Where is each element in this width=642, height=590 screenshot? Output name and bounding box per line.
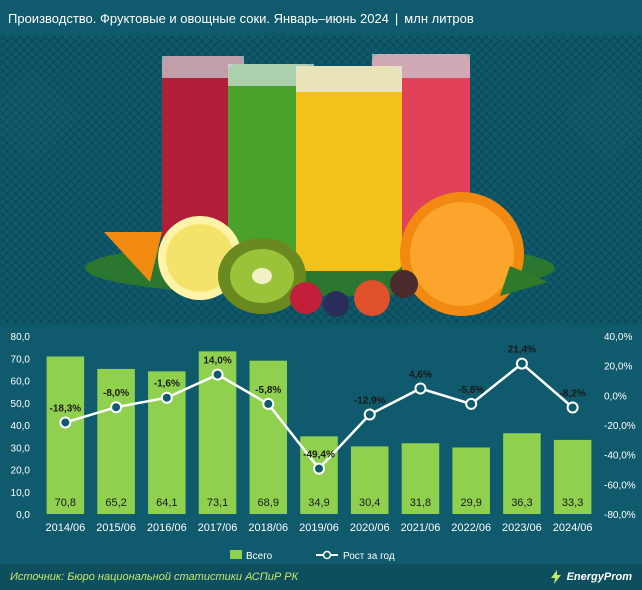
x-tick-label: 2016/06 xyxy=(147,522,187,534)
brand-logo: EnergyProm xyxy=(549,570,632,584)
title-separator: | xyxy=(394,10,399,26)
bar-value-label: 33,3 xyxy=(562,497,583,509)
growth-point xyxy=(262,397,275,410)
bar xyxy=(503,433,541,514)
bar xyxy=(97,368,135,514)
growth-value-label: -5,8% xyxy=(255,385,281,396)
left-tick-label: 30,0 xyxy=(11,443,31,454)
right-tick-label: -20,0% xyxy=(604,421,636,432)
left-tick-label: 80,0 xyxy=(11,332,31,343)
x-axis: 2014/06 2015/06 2016/06 2017/06 2018/06 2019/… xyxy=(45,522,592,534)
chart-title-bar: Производство. Фруктовые и овощные соки. … xyxy=(0,0,642,36)
right-tick-label: -60,0% xyxy=(604,480,636,491)
growth-value-label: -49,4% xyxy=(303,450,335,461)
growth-point xyxy=(515,357,528,370)
bar xyxy=(553,439,592,514)
growth-point xyxy=(363,408,376,421)
x-tick-label: 2022/06 xyxy=(451,522,491,534)
bar-value-label: 65,2 xyxy=(105,497,126,509)
chart-area: 0,0 10,0 20,0 30,0 40,0 50,0 60,0 70,0 80,0 -80,… xyxy=(0,324,642,564)
bar-value-label: 30,4 xyxy=(359,497,380,509)
growth-point xyxy=(313,462,325,475)
bar-value-label: 36,3 xyxy=(511,497,532,509)
juice-glasses-image xyxy=(85,54,555,317)
growth-point xyxy=(414,382,427,395)
left-tick-label: 40,0 xyxy=(11,421,31,432)
bar-value-label: 70,8 xyxy=(55,497,76,509)
growth-point xyxy=(59,416,72,429)
legend-line-label: Рост за год xyxy=(343,551,395,562)
footer: Источник: Бюро национальной статистики А… xyxy=(0,564,642,590)
juice-illustration xyxy=(0,36,642,324)
right-tick-label: 0,0% xyxy=(604,391,627,402)
right-tick-label: 40,0% xyxy=(604,332,632,343)
growth-point xyxy=(110,401,123,414)
growth-value-label: -8,2% xyxy=(560,388,586,399)
chart-unit: млн литров xyxy=(404,10,474,26)
chart-title: Производство. Фруктовые и овощные соки. … xyxy=(8,10,389,26)
growth-point xyxy=(566,401,579,414)
right-axis: -80,0% -60,0% -40,0% -20,0% 0,0% 20,0% 40,0% xyxy=(604,332,636,521)
bar xyxy=(452,447,490,514)
legend-bar-swatch xyxy=(230,550,242,559)
growth-value-label: -1,6% xyxy=(154,379,180,390)
growth-value-label: 14,0% xyxy=(203,356,231,367)
growth-line: -18,3% -8,0% -1,6% 14,0% -5,8% -49,4% -12,9% 4,… xyxy=(50,345,586,475)
bar-value-label: 73,1 xyxy=(207,497,228,509)
legend-bar-label: Всего xyxy=(246,551,273,562)
x-tick-label: 2014/06 xyxy=(45,522,85,534)
right-tick-label: 20,0% xyxy=(604,362,632,373)
bar-value-label: 68,9 xyxy=(258,497,279,509)
left-tick-label: 60,0 xyxy=(11,377,31,388)
growth-value-label: -8,0% xyxy=(103,388,129,399)
legend: Всего Рост за год xyxy=(230,550,395,562)
growth-value-label: -5,8% xyxy=(458,385,484,396)
left-tick-label: 10,0 xyxy=(11,488,31,499)
growth-value-label: 4,6% xyxy=(409,370,432,381)
right-tick-label: -80,0% xyxy=(604,510,636,521)
x-tick-label: 2023/06 xyxy=(502,522,542,534)
x-tick-label: 2018/06 xyxy=(248,522,288,534)
brand-name: EnergyProm xyxy=(566,571,632,583)
growth-value-label: -12,9% xyxy=(354,395,386,406)
growth-value-label: 21,4% xyxy=(508,345,536,356)
bar xyxy=(401,443,440,514)
bar xyxy=(46,356,85,514)
x-tick-label: 2021/06 xyxy=(401,522,441,534)
production-chart: 0,0 10,0 20,0 30,0 40,0 50,0 60,0 70,0 80,0 -80,… xyxy=(11,332,636,562)
x-tick-label: 2024/06 xyxy=(553,522,593,534)
bar-value-label: 34,9 xyxy=(308,497,329,509)
left-tick-label: 20,0 xyxy=(11,466,31,477)
legend-line-marker xyxy=(322,550,332,560)
bar-value-label: 64,1 xyxy=(156,497,177,509)
left-tick-label: 50,0 xyxy=(11,399,31,410)
source-text: Источник: Бюро национальной статистики А… xyxy=(10,571,299,583)
lightning-icon xyxy=(550,570,561,584)
left-axis: 0,0 10,0 20,0 30,0 40,0 50,0 60,0 70,0 80,0 xyxy=(11,332,31,521)
bar xyxy=(300,436,338,514)
bar xyxy=(350,446,389,514)
bar-value-label: 29,9 xyxy=(460,497,481,509)
bars: 70,8 65,2 64,1 73,1 68,9 34,9 30,4 31,8 29,9 36,3… xyxy=(46,351,592,514)
growth-point xyxy=(211,368,224,381)
growth-point xyxy=(465,397,478,410)
growth-value-label: -18,3% xyxy=(50,403,82,414)
bar xyxy=(249,360,288,514)
x-tick-label: 2020/06 xyxy=(350,522,390,534)
x-tick-label: 2015/06 xyxy=(96,522,136,534)
growth-point xyxy=(160,391,173,404)
left-tick-label: 0,0 xyxy=(16,510,30,521)
right-tick-label: -40,0% xyxy=(604,451,636,462)
x-tick-label: 2019/06 xyxy=(299,522,339,534)
bar-value-label: 31,8 xyxy=(410,497,431,509)
x-tick-label: 2017/06 xyxy=(198,522,238,534)
left-tick-label: 70,0 xyxy=(11,354,31,365)
